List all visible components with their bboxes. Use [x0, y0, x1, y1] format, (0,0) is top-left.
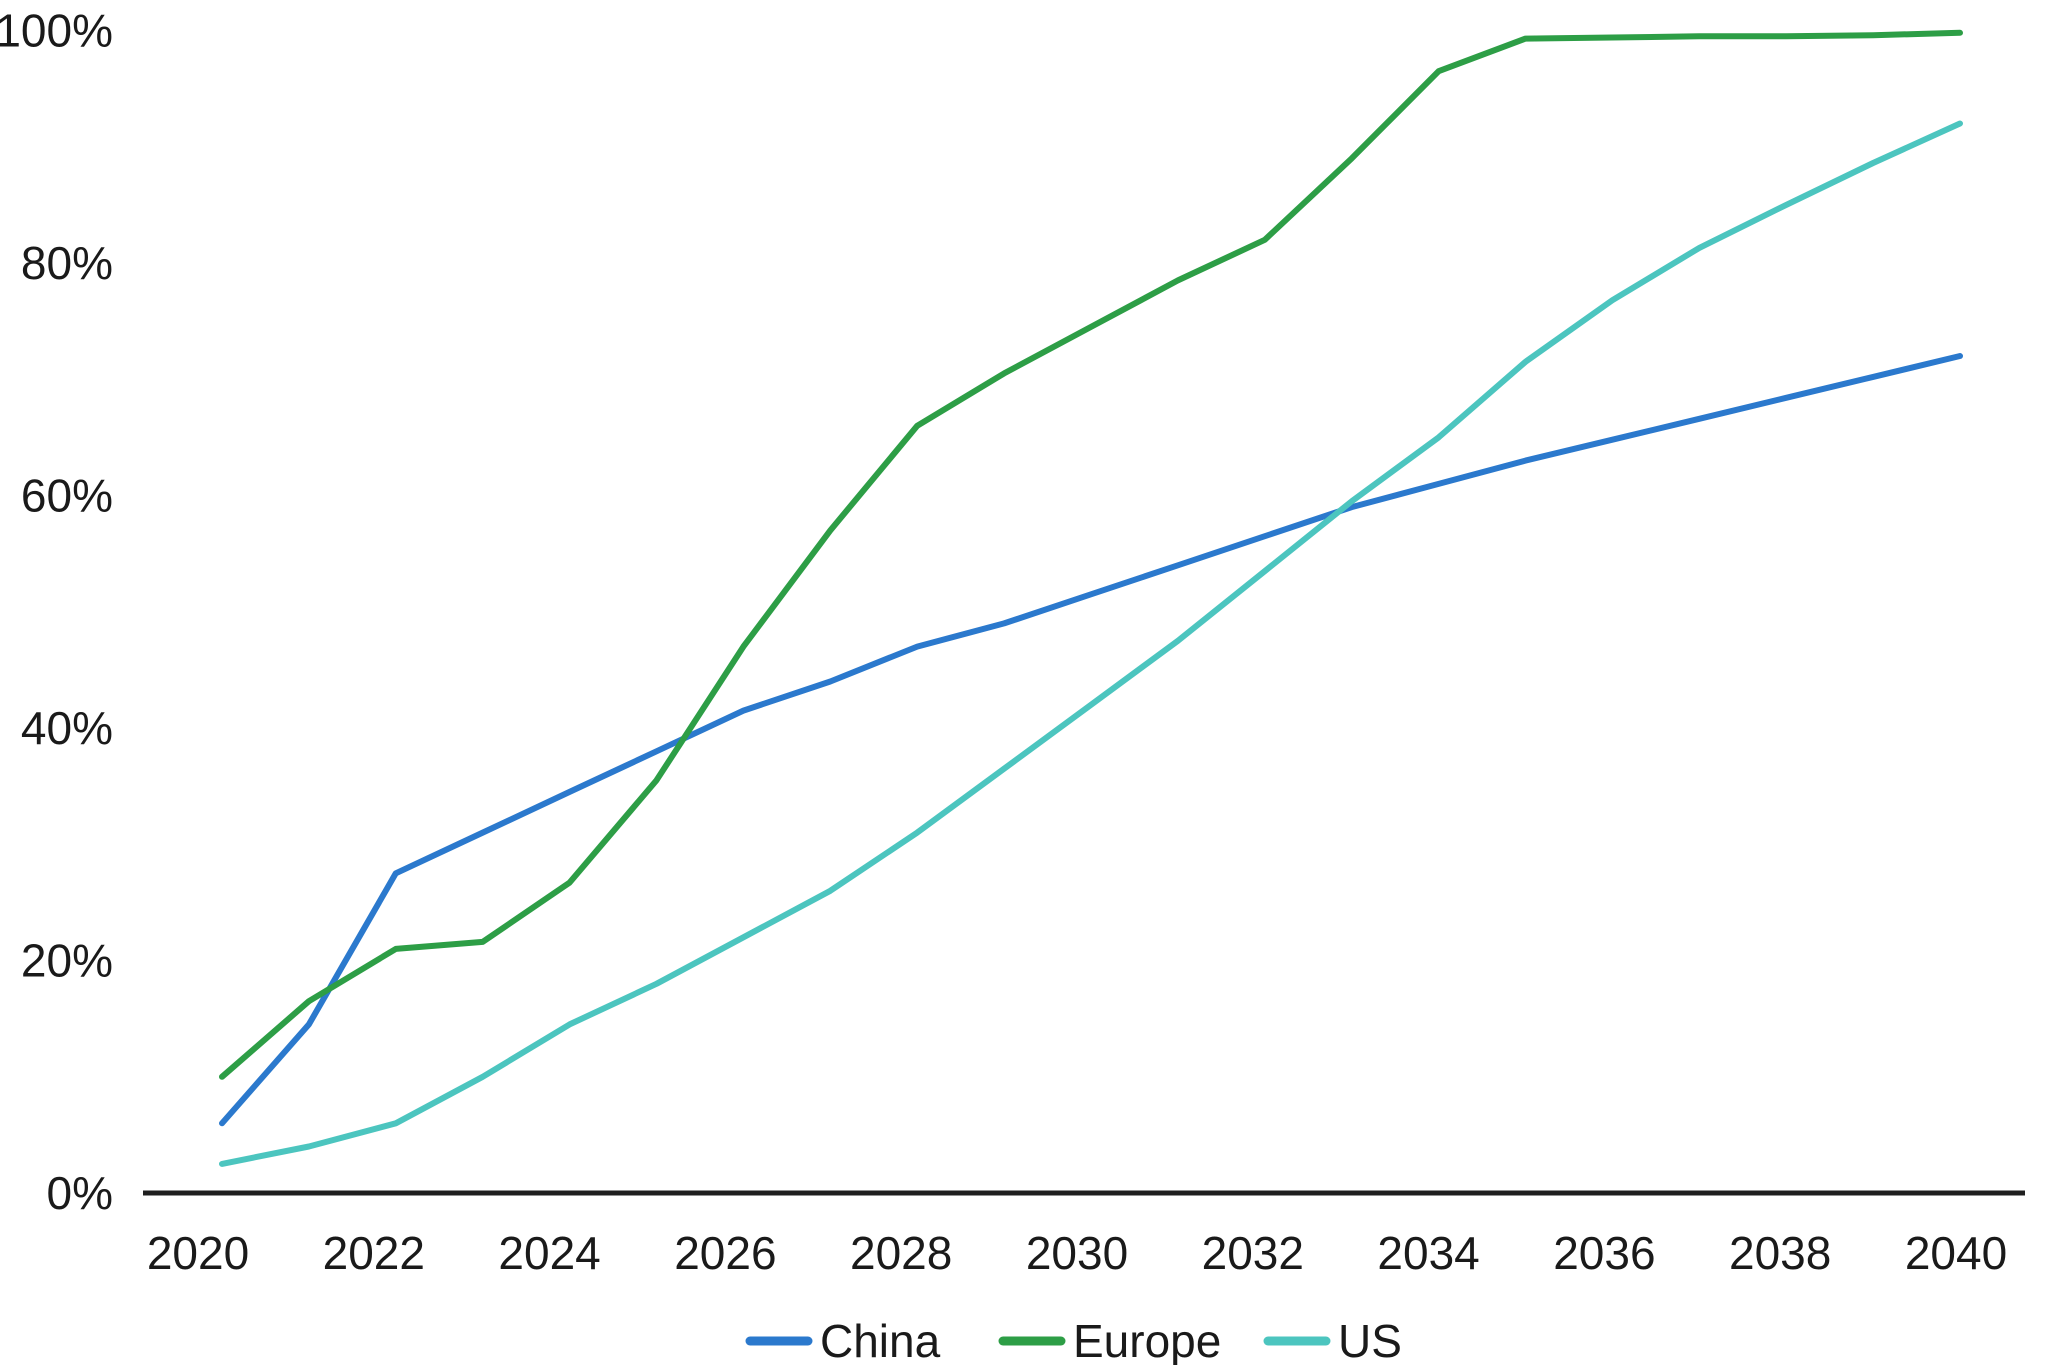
y-tick-label: 20% [21, 935, 113, 987]
series-line-europe [219, 29, 1963, 1080]
legend-label-europe: Europe [1073, 1315, 1221, 1365]
x-tick-label: 2028 [850, 1227, 952, 1279]
x-tick-label: 2024 [498, 1227, 600, 1279]
x-tick-label: 2030 [1026, 1227, 1128, 1279]
y-tick-label: 0% [47, 1167, 113, 1219]
plot-lines [219, 29, 1963, 1167]
x-tick-label: 2022 [323, 1227, 425, 1279]
x-tick-label: 2020 [147, 1227, 249, 1279]
y-axis-labels: 0% 20% 40% 60% 80% 100% [0, 5, 113, 1220]
x-tick-label: 2032 [1202, 1227, 1304, 1279]
x-tick-label: 2026 [674, 1227, 776, 1279]
x-axis-labels: 2020 2022 2024 2026 2028 2030 2032 2034 2036 2038… [147, 1227, 2007, 1279]
x-tick-label: 2034 [1377, 1227, 1479, 1279]
legend-label-china: China [820, 1315, 941, 1365]
legend: China Europe US [745, 1315, 1402, 1365]
y-tick-label: 80% [21, 237, 113, 289]
y-tick-label: 60% [21, 470, 113, 522]
x-tick-label: 2036 [1553, 1227, 1655, 1279]
y-tick-label: 40% [21, 702, 113, 754]
x-tick-label: 2038 [1729, 1227, 1831, 1279]
y-tick-label: 100% [0, 5, 113, 57]
series-line-china [219, 353, 1963, 1127]
series-line-us [219, 120, 1963, 1167]
x-tick-label: 2040 [1905, 1227, 2007, 1279]
legend-label-us: US [1338, 1315, 1402, 1365]
